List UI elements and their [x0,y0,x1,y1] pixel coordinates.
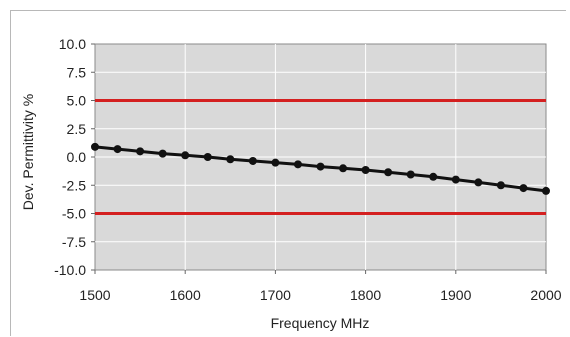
data-point [339,164,348,173]
y-tick-label: 7.5 [67,64,87,80]
data-point [136,147,145,156]
x-tick-label: 1700 [260,287,291,303]
data-point [248,156,257,165]
data-point [181,151,190,160]
x-tick-labels: 1500 1600 1700 1800 1900 2000 [79,270,562,303]
data-point [226,155,235,164]
y-tick-label: -5.0 [62,206,86,222]
data-point [429,172,438,181]
data-point [203,153,212,161]
data-point [474,178,483,187]
data-point [113,145,122,154]
x-tick-label: 1600 [170,287,201,303]
y-tick-label: -7.5 [62,234,86,250]
data-point [271,158,280,167]
y-tick-label: -10.0 [54,262,86,278]
plot-area [91,43,550,271]
data-point [293,160,302,169]
data-point [542,186,550,195]
y-tick-label: 10.0 [59,36,86,52]
y-tick-labels: 10.0 7.5 5.0 2.5 0.0 -2.5 -5.0 -7.5 -10.0 [54,36,95,278]
y-tick-label: 0.0 [67,149,87,165]
x-axis-title: Frequency MHz [271,315,370,331]
data-point [496,181,505,190]
y-tick-label: -2.5 [62,177,86,193]
x-tick-label: 1800 [350,287,381,303]
x-tick-label: 1900 [440,287,471,303]
data-point [384,168,393,177]
data-point [451,175,460,184]
data-point [361,165,370,174]
x-tick-label: 2000 [530,287,561,303]
y-tick-label: 2.5 [67,121,87,137]
data-point [158,149,167,158]
data-point [519,184,528,193]
y-tick-label: 5.0 [67,93,87,109]
data-point [91,142,99,151]
x-tick-label: 1500 [79,287,110,303]
y-axis-title: Dev. Permittivity % [20,94,36,210]
data-point [406,170,415,179]
data-point [316,162,325,171]
